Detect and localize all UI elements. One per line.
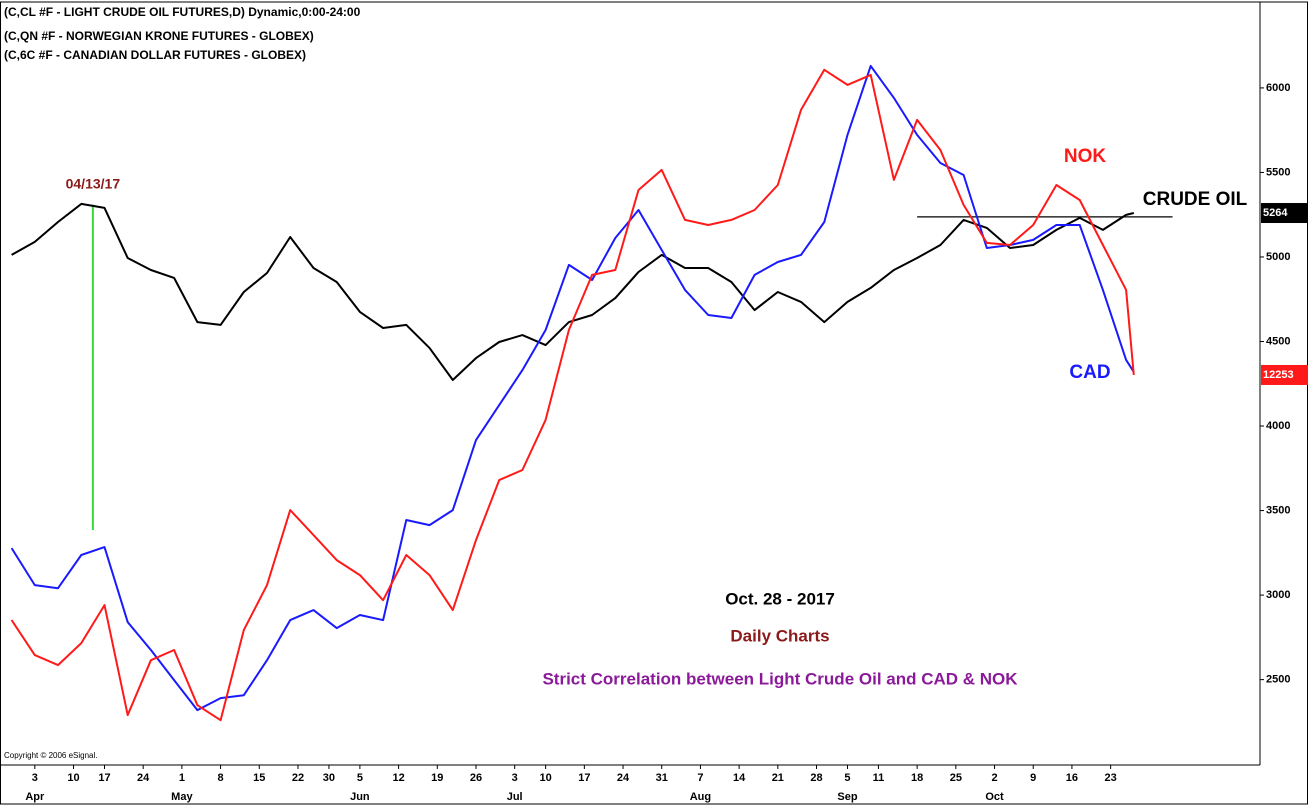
x-tick-label: 24 (617, 772, 630, 784)
y-tick-label: 3000 (1266, 589, 1290, 601)
last-value-box (1261, 203, 1308, 224)
header-line: (C,6C #F - CANADIAN DOLLAR FUTURES - GLO… (4, 48, 306, 62)
y-tick-label: 2500 (1266, 674, 1290, 686)
series-line (10, 64, 1135, 712)
x-tick-label: 24 (137, 772, 150, 784)
y-tick-label: 4500 (1266, 335, 1290, 347)
x-tick-label: 22 (292, 772, 304, 784)
month-label: Jun (350, 791, 370, 803)
series-label: NOK (1064, 146, 1107, 167)
x-tick-label: 21 (772, 772, 784, 784)
x-tick-label: 9 (1030, 772, 1036, 784)
x-tick-label: 7 (697, 772, 703, 784)
x-tick-label: 12 (392, 772, 404, 784)
x-tick-label: 2 (991, 772, 997, 784)
x-tick-label: 3 (32, 772, 38, 784)
y-tick-label: 4000 (1266, 420, 1290, 432)
copyright: Copyright © 2006 eSignal. (4, 751, 98, 760)
series-line (11, 202, 1135, 381)
x-tick-label: 26 (470, 772, 482, 784)
x-tick-label: 18 (911, 772, 923, 784)
note: Strict Correlation between Light Crude O… (542, 669, 1018, 688)
x-tick-label: 5 (357, 772, 363, 784)
last-value-box (1261, 364, 1308, 385)
x-tick-label: 16 (1066, 772, 1078, 784)
marker-label: 04/13/17 (66, 175, 121, 191)
month-label: Oct (985, 791, 1004, 803)
month-label: Sep (837, 791, 857, 803)
header-line: (C,QN #F - NORWEGIAN KRONE FUTURES - GLO… (4, 29, 314, 43)
y-tick-label: 5500 (1266, 166, 1290, 178)
x-tick-label: 15 (253, 772, 265, 784)
x-tick-label: 31 (656, 772, 668, 784)
header-line: (C,CL #F - LIGHT CRUDE OIL FUTURES,D) Dy… (4, 5, 361, 19)
x-tick-label: 25 (950, 772, 962, 784)
series-label: CRUDE OIL (1143, 189, 1248, 210)
x-tick-label: 3 (512, 772, 518, 784)
x-tick-label: 11 (873, 772, 885, 784)
month-label: May (171, 791, 193, 803)
last-value-label: 5264 (1263, 207, 1288, 219)
x-tick-label: 1 (179, 772, 185, 784)
x-tick-label: 19 (431, 772, 443, 784)
x-tick-label: 10 (67, 772, 79, 784)
last-value-label: 12253 (1263, 369, 1294, 381)
note: Daily Charts (730, 626, 829, 645)
x-tick-label: 23 (1105, 772, 1117, 784)
month-label: Aug (690, 791, 711, 803)
series-label: CAD (1069, 362, 1110, 383)
x-tick-label: 17 (98, 772, 110, 784)
x-tick-label: 5 (844, 772, 850, 784)
note: Oct. 28 - 2017 (725, 589, 835, 608)
y-tick-label: 5000 (1266, 251, 1290, 263)
x-tick-label: 10 (540, 772, 552, 784)
x-tick-label: 17 (578, 772, 590, 784)
y-tick-label: 3500 (1266, 504, 1290, 516)
series-line (10, 68, 1135, 722)
y-tick-label: 6000 (1266, 82, 1290, 94)
x-tick-label: 30 (323, 772, 335, 784)
month-label: Jul (507, 791, 523, 803)
x-tick-label: 28 (810, 772, 822, 784)
x-tick-label: 8 (218, 772, 224, 784)
month-label: Apr (25, 791, 45, 803)
x-tick-label: 14 (733, 772, 746, 784)
